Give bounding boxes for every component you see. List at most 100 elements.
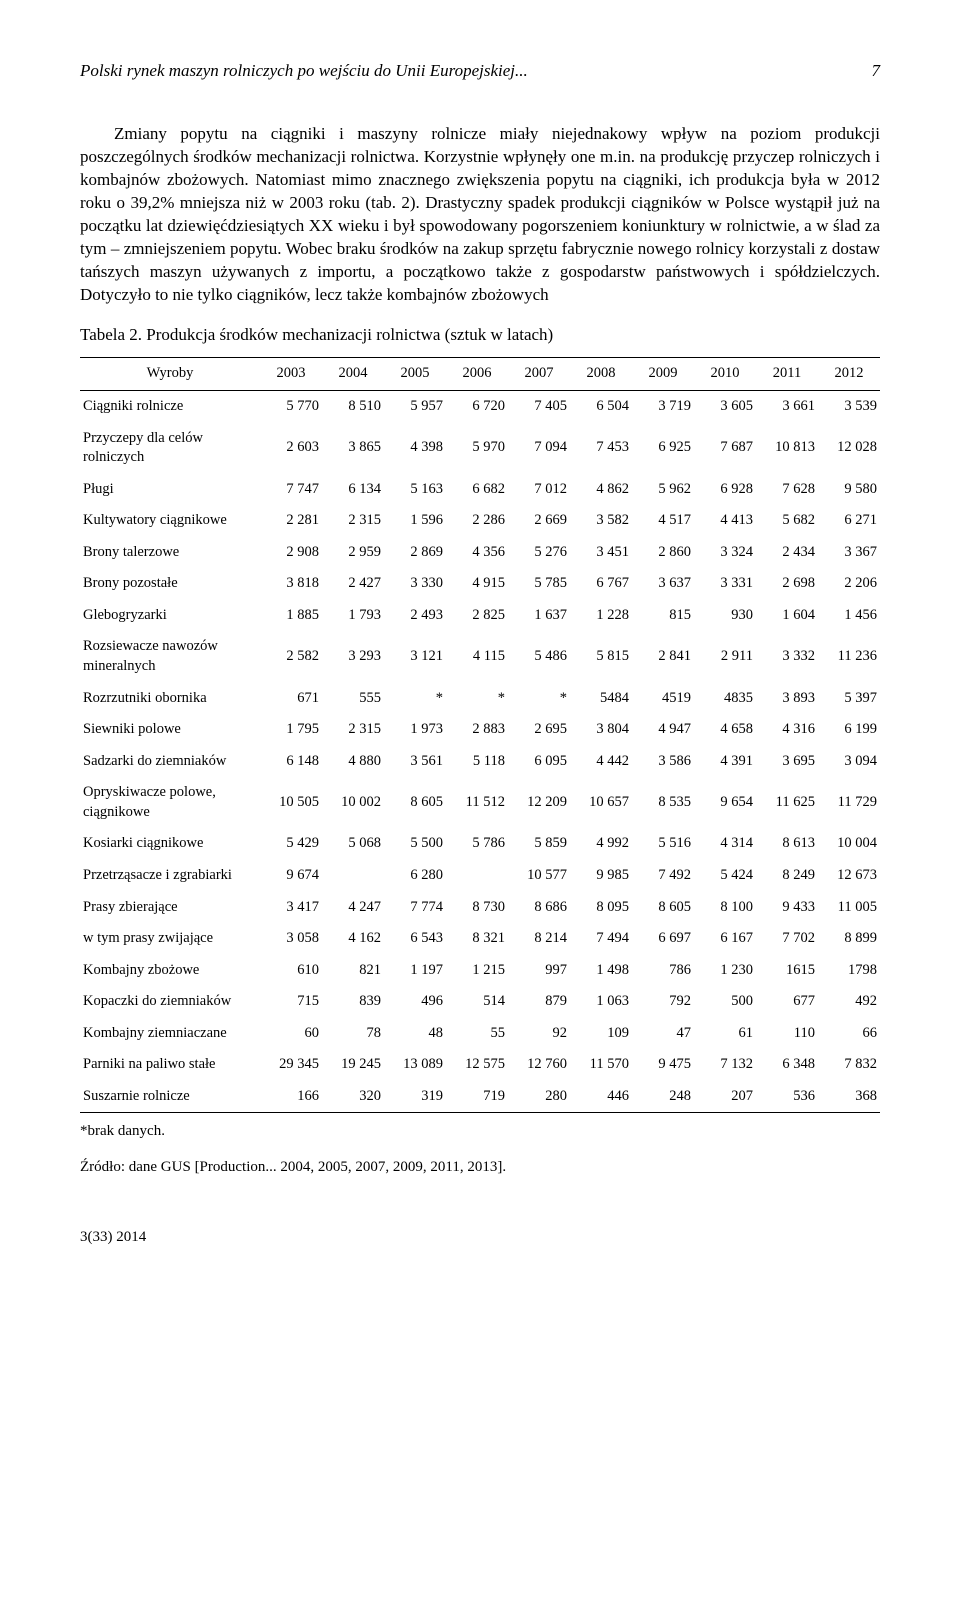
row-value: 3 094 [818, 746, 880, 778]
row-value: 6 148 [260, 746, 322, 778]
row-value: * [508, 683, 570, 715]
table-row: Siewniki polowe1 7952 3151 9732 8832 695… [80, 714, 880, 746]
row-value: 7 494 [570, 923, 632, 955]
table-row: Kombajny ziemniaczane6078485592109476111… [80, 1018, 880, 1050]
row-value: 7 702 [756, 923, 818, 955]
row-value: 11 729 [818, 777, 880, 828]
row-value: 110 [756, 1018, 818, 1050]
row-value: 7 687 [694, 423, 756, 474]
running-head: Polski rynek maszyn rolniczych po wejści… [80, 60, 880, 83]
row-value: 492 [818, 986, 880, 1018]
row-value: 3 719 [632, 390, 694, 422]
row-value: 207 [694, 1081, 756, 1113]
row-value: 3 121 [384, 631, 446, 682]
row-value: 6 925 [632, 423, 694, 474]
row-value: 500 [694, 986, 756, 1018]
row-label: Opryskiwacze polowe, ciągnikowe [80, 777, 260, 828]
row-value: 5 957 [384, 390, 446, 422]
row-value: 2 427 [322, 568, 384, 600]
row-value: 5 397 [818, 683, 880, 715]
row-value: 1 596 [384, 505, 446, 537]
row-value: 4 862 [570, 474, 632, 506]
row-value: 536 [756, 1081, 818, 1113]
row-value: 1 456 [818, 600, 880, 632]
row-value: 1 228 [570, 600, 632, 632]
row-value: 7 132 [694, 1049, 756, 1081]
row-value: 10 813 [756, 423, 818, 474]
row-value: 78 [322, 1018, 384, 1050]
row-value: 2 315 [322, 714, 384, 746]
col-header-label: Wyroby [80, 358, 260, 391]
row-value: 6 720 [446, 390, 508, 422]
row-value [446, 860, 508, 892]
row-value: 2 669 [508, 505, 570, 537]
row-value: 2 281 [260, 505, 322, 537]
row-value: 1 793 [322, 600, 384, 632]
row-value: 7 094 [508, 423, 570, 474]
row-value: * [446, 683, 508, 715]
row-value: 5 429 [260, 828, 322, 860]
col-header-year: 2008 [570, 358, 632, 391]
row-value: 3 324 [694, 537, 756, 569]
row-label: Prasy zbierające [80, 892, 260, 924]
row-label: Parniki na paliwo stałe [80, 1049, 260, 1081]
row-value: 5484 [570, 683, 632, 715]
row-value: 719 [446, 1081, 508, 1113]
row-value: 786 [632, 955, 694, 987]
row-value: 109 [570, 1018, 632, 1050]
col-header-year: 2005 [384, 358, 446, 391]
row-label: Kombajny ziemniaczane [80, 1018, 260, 1050]
row-value: 12 760 [508, 1049, 570, 1081]
row-value: 677 [756, 986, 818, 1018]
row-value: 1 063 [570, 986, 632, 1018]
row-value: * [384, 683, 446, 715]
row-value: 4 391 [694, 746, 756, 778]
row-value: 815 [632, 600, 694, 632]
row-value: 2 695 [508, 714, 570, 746]
row-value: 10 657 [570, 777, 632, 828]
row-value: 4 658 [694, 714, 756, 746]
row-value: 3 695 [756, 746, 818, 778]
row-value: 2 286 [446, 505, 508, 537]
row-value: 839 [322, 986, 384, 1018]
row-value: 5 486 [508, 631, 570, 682]
production-table: Wyroby2003200420052006200720082009201020… [80, 357, 880, 1113]
table-row: Kombajny zbożowe6108211 1971 2159971 498… [80, 955, 880, 987]
row-value: 61 [694, 1018, 756, 1050]
row-value [322, 860, 384, 892]
col-header-year: 2009 [632, 358, 694, 391]
row-value: 4 442 [570, 746, 632, 778]
row-value: 6 134 [322, 474, 384, 506]
row-value: 4835 [694, 683, 756, 715]
row-value: 7 628 [756, 474, 818, 506]
row-value: 248 [632, 1081, 694, 1113]
table-source: Źródło: dane GUS [Production... 2004, 20… [80, 1157, 880, 1177]
row-value: 1798 [818, 955, 880, 987]
page-number: 7 [872, 60, 881, 83]
row-value: 3 586 [632, 746, 694, 778]
row-value: 11 512 [446, 777, 508, 828]
col-header-year: 2004 [322, 358, 384, 391]
row-value: 2 860 [632, 537, 694, 569]
row-value: 319 [384, 1081, 446, 1113]
row-value: 10 002 [322, 777, 384, 828]
row-value: 1 604 [756, 600, 818, 632]
row-value: 1 885 [260, 600, 322, 632]
row-value: 5 424 [694, 860, 756, 892]
row-value: 3 451 [570, 537, 632, 569]
row-value: 5 970 [446, 423, 508, 474]
body-paragraph: Zmiany popytu na ciągniki i maszyny roln… [80, 123, 880, 307]
row-value: 9 674 [260, 860, 322, 892]
row-value: 60 [260, 1018, 322, 1050]
row-label: Przetrząsacze i zgrabiarki [80, 860, 260, 892]
row-label: Kultywatory ciągnikowe [80, 505, 260, 537]
row-value: 3 865 [322, 423, 384, 474]
row-value: 10 577 [508, 860, 570, 892]
table-row: Parniki na paliwo stałe29 34519 24513 08… [80, 1049, 880, 1081]
table-row: Rozsiewacze nawozów mineralnych2 5823 29… [80, 631, 880, 682]
row-value: 2 434 [756, 537, 818, 569]
row-value: 7 012 [508, 474, 570, 506]
page-footer: 3(33) 2014 [80, 1227, 880, 1247]
row-value: 320 [322, 1081, 384, 1113]
row-value: 9 433 [756, 892, 818, 924]
